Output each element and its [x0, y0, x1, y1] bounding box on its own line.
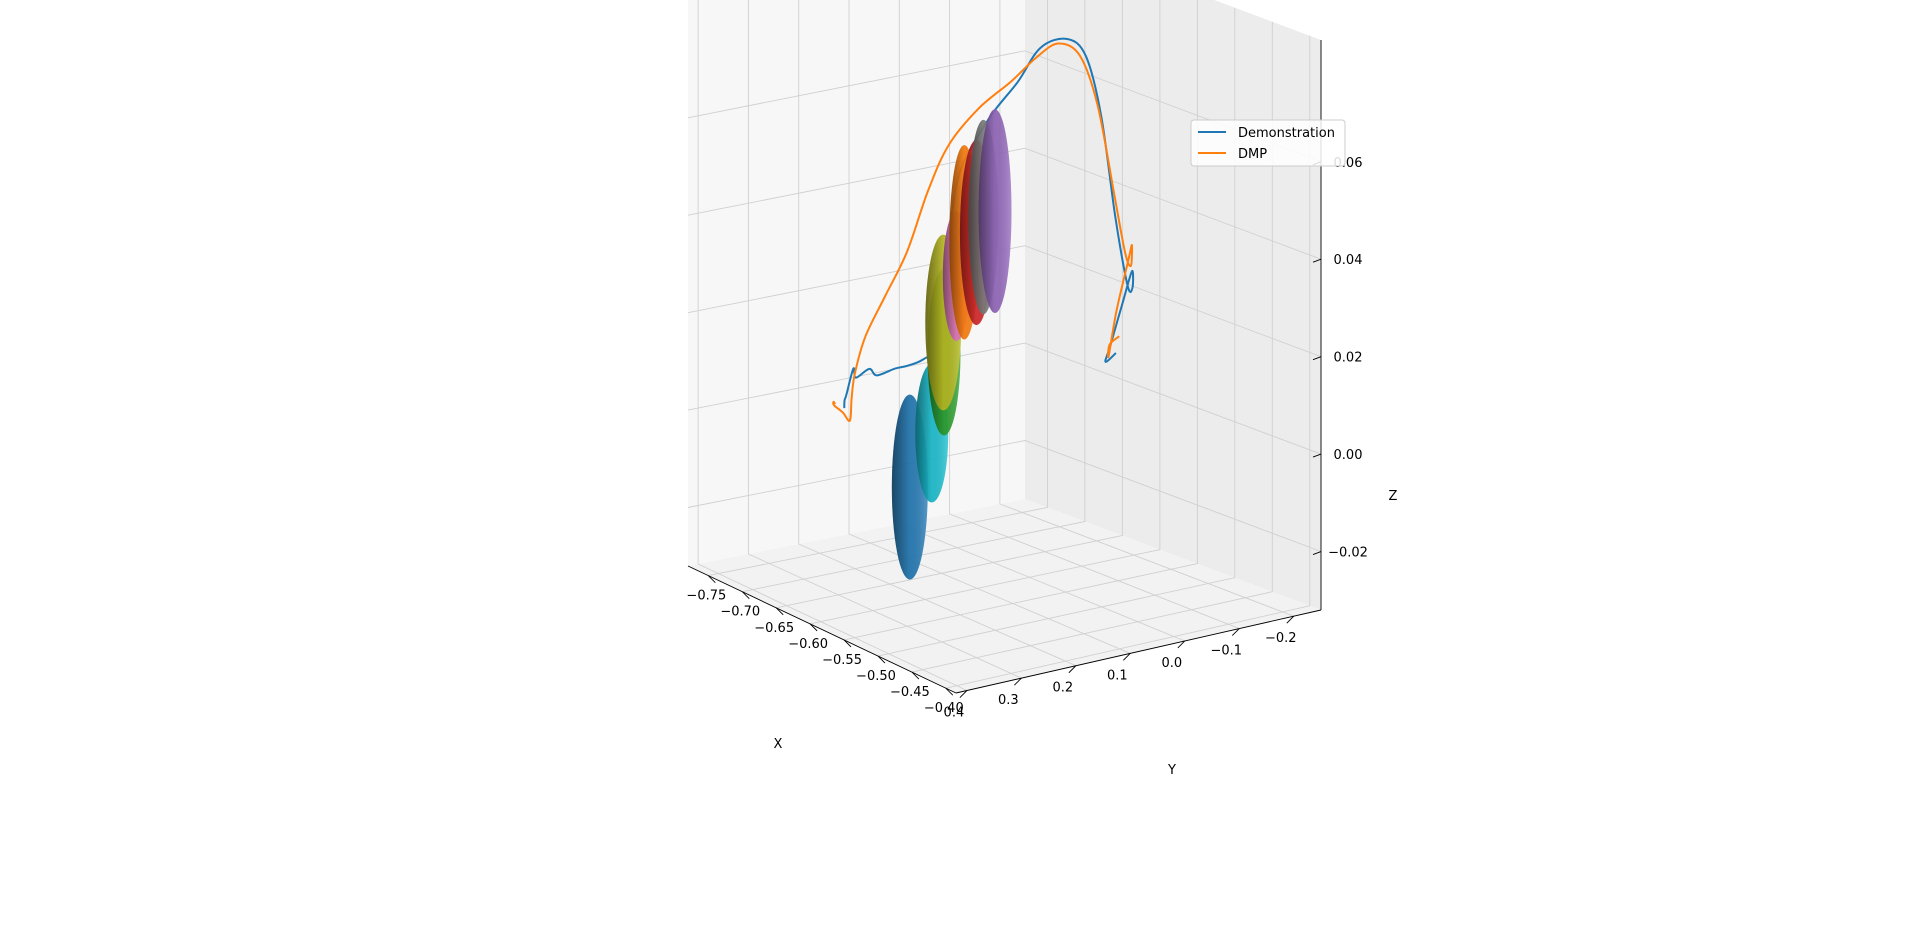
x-grid-line [911, 21, 1273, 673]
y-tick-label: −0.1 [1210, 644, 1242, 659]
z-tick-label: 0.02 [1334, 351, 1363, 366]
x-tick-label: −0.50 [856, 669, 896, 684]
z-tick-mark [1312, 453, 1322, 458]
x-tick-mark [843, 639, 852, 648]
legend-label-dmp: DMP [1238, 147, 1267, 162]
y-tick-mark [1177, 640, 1186, 649]
y-tick-label: 0.0 [1161, 656, 1182, 671]
z-grid-line [687, 147, 1322, 260]
y-tick-label: 0.2 [1053, 681, 1074, 696]
ellipsoids [891, 109, 1012, 580]
y-grid-line [697, 0, 968, 691]
legend-frame [1190, 119, 1346, 167]
z-axis-label: Z [1389, 489, 1398, 504]
x-axis-label: X [774, 737, 783, 752]
x-tick-label: −0.65 [754, 621, 794, 636]
z-tick-label: 0.00 [1334, 448, 1363, 463]
x-tick-mark [775, 607, 784, 616]
x-tick-label: −0.75 [686, 589, 726, 604]
ellipsoid-shading [978, 109, 1012, 313]
x-axis-line [687, 565, 957, 694]
x-tick-label: −0.45 [890, 685, 930, 700]
x-tick-mark [708, 575, 716, 583]
z-tick-mark [1312, 258, 1322, 263]
y-axis-line [955, 609, 1322, 694]
x-tick-mark [809, 623, 818, 632]
z-grid-line [687, 245, 1322, 358]
y-grid-line [949, 0, 1240, 630]
y-tick-label: 0.1 [1107, 668, 1128, 683]
y-tick-label: 0.4 [944, 706, 965, 721]
x-grid-line [776, 0, 1123, 609]
z-tick-mark [1312, 551, 1322, 555]
x-tick-label: −0.70 [720, 605, 760, 620]
x-grid-line [742, 0, 1086, 593]
x-tick-label: −0.60 [788, 637, 828, 652]
series-line-dmp [832, 42, 1134, 423]
x-tick-mark [945, 687, 954, 696]
x-tick-mark [741, 591, 750, 600]
z-tick-mark [1312, 356, 1322, 361]
y-tick-mark [1286, 615, 1295, 624]
y-tick-mark [1068, 665, 1077, 674]
y-axis-label: Y [1167, 763, 1176, 778]
z-tick-label: −0.02 [1328, 546, 1368, 561]
axis-panes [688, 0, 1321, 693]
legend: Demonstration DMP [1190, 119, 1346, 167]
x-tick-label: −0.55 [822, 653, 862, 668]
x-grid-line [844, 0, 1198, 641]
y-tick-mark [1231, 628, 1240, 636]
y-tick-mark [1014, 677, 1022, 686]
x-grid-line [945, 35, 1311, 689]
y-grid-line [747, 0, 1022, 679]
x-tick-mark [877, 655, 886, 664]
legend-label-demonstration: Demonstration [1238, 126, 1335, 141]
x-grid-line [810, 0, 1161, 625]
y-tick-label: 0.3 [998, 693, 1019, 708]
y-grid-line [848, 0, 1131, 654]
axis-titles: X Y Z [774, 489, 1398, 778]
x-grid-line [708, 0, 1048, 577]
tick-labels: −0.40−0.45−0.50−0.55−0.60−0.65−0.70−0.75… [686, 156, 1367, 721]
x-tick-label: −0.40 [924, 701, 964, 716]
y-tick-mark [959, 690, 968, 698]
x-grid-line [877, 7, 1236, 657]
z-grid-line [687, 440, 1322, 552]
y-tick-mark [1123, 653, 1131, 661]
grid-lines [687, 0, 1322, 691]
z-grid-line [687, 342, 1322, 455]
x-tick-mark [911, 671, 920, 680]
y-grid-line [798, 0, 1077, 667]
ellipsoid [978, 109, 1012, 313]
y-tick-label: −0.2 [1265, 631, 1297, 646]
z-tick-label: 0.04 [1334, 253, 1363, 268]
